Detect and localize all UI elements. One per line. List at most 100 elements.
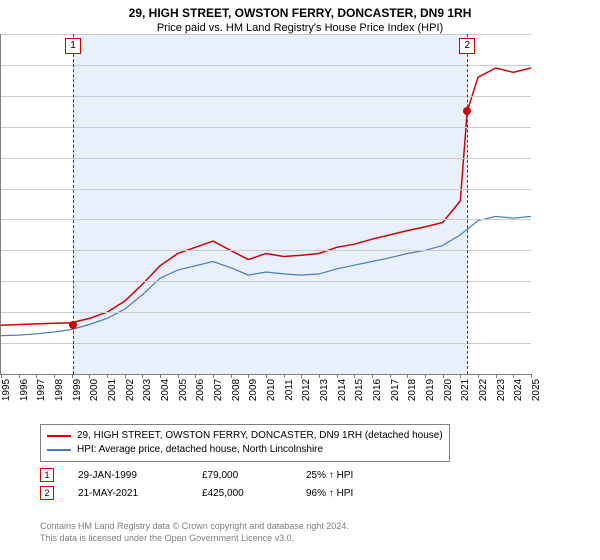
x-tick [319,374,320,378]
x-tick [125,374,126,378]
x-tick [231,374,232,378]
x-tick [460,374,461,378]
x-axis-label: 2014 [337,379,348,401]
x-axis-label: 2024 [513,379,524,401]
x-tick [160,374,161,378]
x-axis-label: 1997 [36,379,47,401]
x-axis-label: 1996 [19,379,30,401]
row-pct: 96% ↑ HPI [306,488,353,499]
x-tick [354,374,355,378]
x-axis-label: 2017 [390,379,401,401]
x-tick [390,374,391,378]
transaction-table: 129-JAN-1999£79,00025% ↑ HPI221-MAY-2021… [40,466,353,502]
x-tick [372,374,373,378]
x-tick [266,374,267,378]
x-tick [19,374,20,378]
gridline [1,127,531,128]
x-axis-label: 2021 [460,379,471,401]
x-tick [284,374,285,378]
x-axis-label: 2016 [372,379,383,401]
x-tick [107,374,108,378]
gridline [1,34,531,35]
x-axis-label: 1995 [1,379,12,401]
x-tick [54,374,55,378]
x-tick [195,374,196,378]
gridline [1,158,531,159]
row-marker: 1 [40,468,54,482]
x-axis-label: 1998 [54,379,65,401]
x-axis-label: 2022 [478,379,489,401]
x-tick [301,374,302,378]
row-date: 21-MAY-2021 [78,488,178,499]
x-axis-label: 2018 [407,379,418,401]
x-axis-label: 1999 [72,379,83,401]
gridline [1,281,531,282]
x-axis-label: 2008 [231,379,242,401]
x-axis-label: 2011 [284,379,295,401]
x-tick [337,374,338,378]
x-tick [478,374,479,378]
x-axis-label: 2001 [107,379,118,401]
gridline [1,65,531,66]
marker-box: 1 [65,38,81,54]
x-axis-label: 2013 [319,379,330,401]
x-tick [89,374,90,378]
gridline [1,189,531,190]
gridline [1,312,531,313]
legend-label: 29, HIGH STREET, OWSTON FERRY, DONCASTER… [77,429,443,443]
x-tick [213,374,214,378]
x-tick [513,374,514,378]
line-series [1,34,531,374]
row-price: £425,000 [202,488,282,499]
series-price_paid [1,68,531,325]
x-tick [496,374,497,378]
row-pct: 25% ↑ HPI [306,470,353,481]
attribution: Contains HM Land Registry data © Crown c… [40,520,349,544]
gridline [1,96,531,97]
x-axis-label: 2023 [496,379,507,401]
x-axis-label: 2003 [142,379,153,401]
x-tick [531,374,532,378]
x-axis-label: 2020 [443,379,454,401]
marker-dot [463,107,471,115]
chart-container: 29, HIGH STREET, OWSTON FERRY, DONCASTER… [0,0,600,560]
table-row: 129-JAN-1999£79,00025% ↑ HPI [40,466,353,484]
row-marker: 2 [40,486,54,500]
x-tick [178,374,179,378]
x-tick [142,374,143,378]
plot-area: £0£50K£100K£150K£200K£250K£300K£350K£400… [0,34,531,375]
legend-row: 29, HIGH STREET, OWSTON FERRY, DONCASTER… [47,429,443,443]
x-tick [36,374,37,378]
series-hpi [1,216,531,335]
gridline [1,219,531,220]
gridline [1,343,531,344]
legend-label: HPI: Average price, detached house, Nort… [77,443,323,457]
x-tick [407,374,408,378]
chart-title: 29, HIGH STREET, OWSTON FERRY, DONCASTER… [0,0,600,20]
legend-row: HPI: Average price, detached house, Nort… [47,443,443,457]
marker-box: 2 [459,38,475,54]
x-tick [72,374,73,378]
x-axis-label: 2005 [178,379,189,401]
legend: 29, HIGH STREET, OWSTON FERRY, DONCASTER… [40,424,450,462]
table-row: 2 21-MAY-2021 £425,000 96% ↑ HPI [40,484,353,502]
x-axis-label: 2025 [531,379,542,401]
x-axis-label: 2002 [125,379,136,401]
marker-dot [69,321,77,329]
x-axis-label: 2009 [248,379,259,401]
chart-subtitle: Price paid vs. HM Land Registry's House … [0,20,600,34]
x-tick [248,374,249,378]
attribution-line-2: This data is licensed under the Open Gov… [40,532,349,544]
x-axis-label: 2007 [213,379,224,401]
gridline [1,250,531,251]
x-axis-label: 2004 [160,379,171,401]
x-tick [443,374,444,378]
x-axis-label: 2019 [425,379,436,401]
legend-swatch [47,435,71,437]
x-tick [1,374,2,378]
attribution-line-1: Contains HM Land Registry data © Crown c… [40,520,349,532]
x-axis-label: 2000 [89,379,100,401]
legend-swatch [47,449,71,451]
row-price: £79,000 [202,470,282,481]
x-tick [425,374,426,378]
